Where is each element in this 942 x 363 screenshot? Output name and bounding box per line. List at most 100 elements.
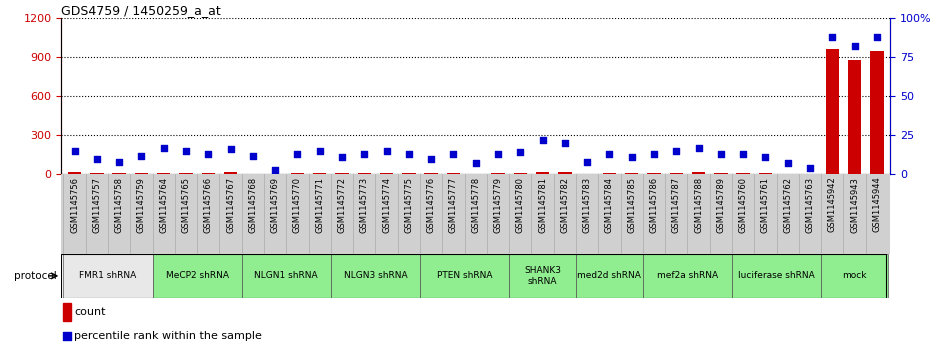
Point (625, 154, 640, 160)
Point (112, 159, 127, 165)
Bar (425, 173, 438, 174)
Text: GSM1145761: GSM1145761 (761, 177, 770, 233)
Text: GSM1145769: GSM1145769 (270, 177, 280, 233)
Text: GSM1145780: GSM1145780 (516, 177, 525, 233)
Bar (447, 173, 460, 174)
Text: mock: mock (842, 272, 867, 280)
Bar (603, 173, 616, 174)
Point (803, 165, 818, 171)
Text: FMR1 shRNA: FMR1 shRNA (79, 272, 137, 280)
Point (713, 151, 728, 157)
Text: GSM1145767: GSM1145767 (226, 177, 236, 233)
Bar (559, 172, 572, 174)
Bar (291, 173, 304, 174)
Text: GSM1145763: GSM1145763 (805, 177, 815, 233)
Point (824, 34, 839, 40)
Bar (420, 254, 509, 298)
Text: GSM1145785: GSM1145785 (627, 177, 636, 233)
Bar (732, 254, 821, 298)
Text: GSM1145770: GSM1145770 (293, 177, 302, 233)
Text: GSM1145777: GSM1145777 (449, 177, 458, 233)
Point (424, 156, 439, 162)
Point (691, 145, 706, 151)
Bar (536, 172, 549, 174)
Text: GSM1145776: GSM1145776 (427, 177, 435, 233)
Bar (870, 51, 884, 174)
Point (847, 43, 862, 49)
Bar (242, 254, 331, 298)
Bar (821, 254, 888, 298)
Bar (313, 173, 327, 174)
Text: GSM1145759: GSM1145759 (137, 177, 146, 233)
Text: PTEN shRNA: PTEN shRNA (437, 272, 493, 280)
Point (156, 145, 171, 151)
Bar (112, 173, 126, 174)
Text: GSM1145756: GSM1145756 (70, 177, 79, 233)
Point (379, 148, 394, 154)
Text: GSM1145781: GSM1145781 (538, 177, 547, 233)
Point (558, 140, 573, 146)
Text: mef2a shRNA: mef2a shRNA (657, 272, 718, 280)
Bar (153, 254, 242, 298)
Point (736, 151, 751, 157)
Bar (68, 172, 81, 174)
Text: GSM1145757: GSM1145757 (92, 177, 102, 233)
Text: GSM1145942: GSM1145942 (828, 177, 836, 232)
Bar (202, 173, 215, 174)
Point (89, 156, 105, 162)
Point (669, 148, 684, 154)
Bar (90, 173, 104, 174)
Bar (670, 173, 683, 174)
Text: GSM1145765: GSM1145765 (182, 177, 190, 233)
Text: GSM1145772: GSM1145772 (337, 177, 347, 233)
Bar (492, 173, 505, 174)
Bar (224, 172, 237, 174)
Point (579, 159, 594, 165)
Point (223, 146, 238, 152)
Point (334, 154, 349, 160)
Bar (576, 254, 642, 298)
Bar (63, 254, 153, 298)
Text: GSM1145762: GSM1145762 (783, 177, 792, 233)
Bar (642, 254, 732, 298)
Bar (358, 173, 371, 174)
Point (201, 151, 216, 157)
Text: GSM1145944: GSM1145944 (872, 177, 882, 232)
Point (446, 151, 461, 157)
Text: GSM1145758: GSM1145758 (115, 177, 123, 233)
Text: GSM1145786: GSM1145786 (649, 177, 658, 233)
Text: NLGN3 shRNA: NLGN3 shRNA (344, 272, 407, 280)
Text: GSM1145787: GSM1145787 (672, 177, 681, 233)
Text: MeCP2 shRNA: MeCP2 shRNA (166, 272, 229, 280)
Bar (647, 173, 660, 174)
Text: percentile rank within the sample: percentile rank within the sample (74, 331, 263, 341)
Point (245, 152, 260, 158)
Bar (509, 254, 576, 298)
Point (178, 148, 193, 154)
Bar (380, 173, 393, 174)
Point (274, 205, 289, 211)
Point (468, 160, 483, 166)
Bar (691, 172, 706, 174)
Text: NLGN1 shRNA: NLGN1 shRNA (254, 272, 318, 280)
Text: GSM1145768: GSM1145768 (249, 177, 257, 233)
Point (134, 152, 149, 158)
Text: GSM1145783: GSM1145783 (583, 177, 592, 233)
Point (491, 151, 506, 157)
Point (535, 137, 550, 143)
Bar (335, 173, 349, 174)
Bar (737, 173, 750, 174)
Point (268, 167, 283, 172)
Bar (714, 173, 727, 174)
Text: GSM1145778: GSM1145778 (471, 177, 480, 233)
Point (780, 160, 795, 166)
Bar (179, 173, 193, 174)
Text: GSM1145943: GSM1145943 (850, 177, 859, 233)
Text: GSM1145766: GSM1145766 (203, 177, 213, 233)
Bar (135, 173, 148, 174)
Text: GSM1145782: GSM1145782 (560, 177, 569, 233)
Bar (848, 60, 861, 174)
Point (67, 148, 82, 154)
Point (290, 151, 305, 157)
Bar (513, 173, 527, 174)
